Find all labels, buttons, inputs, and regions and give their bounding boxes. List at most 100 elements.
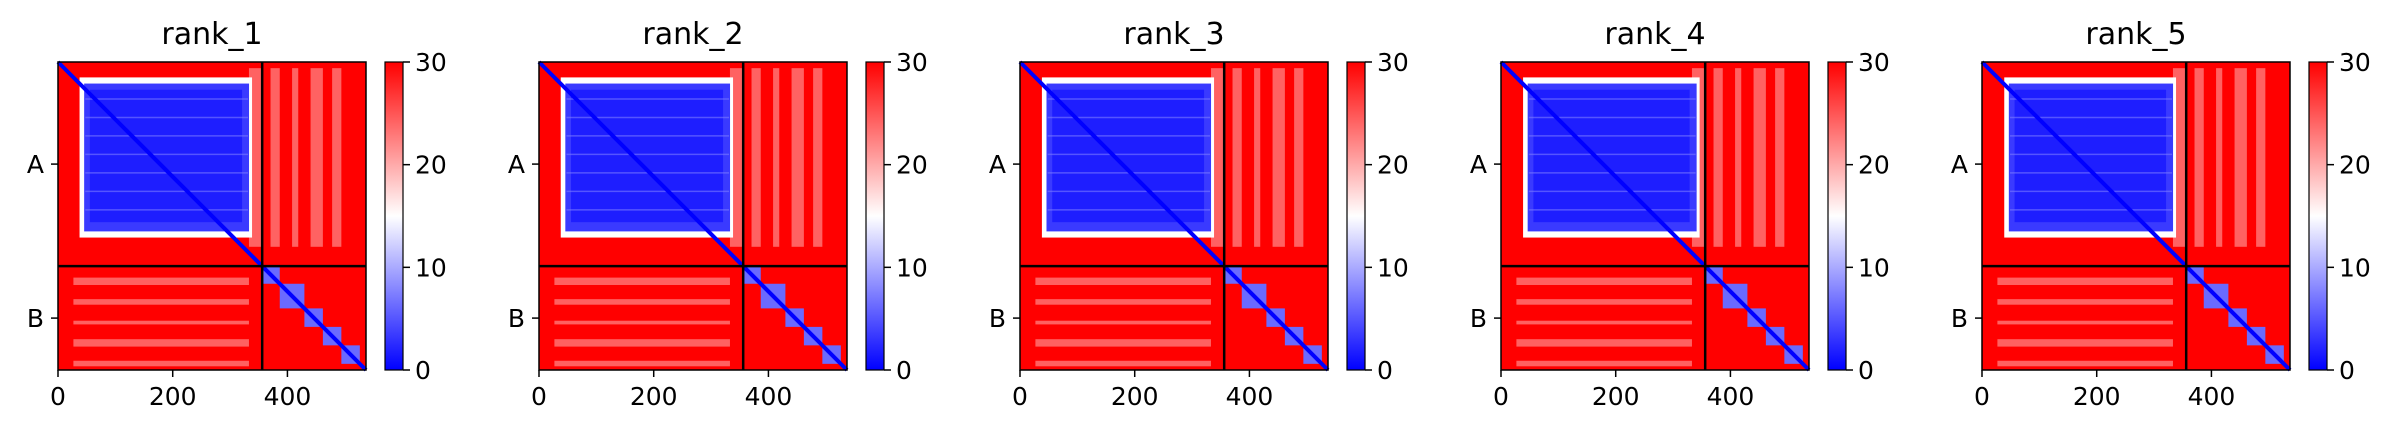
diagonal [1018, 60, 1330, 372]
chain-label: A [989, 150, 1006, 179]
offdiag-stripe [791, 68, 804, 247]
colorbar-tick-label: 30 [1858, 48, 1890, 77]
offdiag-stripe [1294, 68, 1304, 247]
pae-panel-5: rank_5 0 200 400 A B 0 10 20 30 [1951, 17, 2371, 411]
x-tick-label: 200 [149, 382, 197, 411]
x-tick-label: 200 [630, 382, 678, 411]
offdiag-stripe [813, 68, 823, 247]
colorbar-tick-label: 30 [1377, 48, 1409, 77]
colorbar-tick-label: 30 [2339, 48, 2371, 77]
offdiag-stripe [773, 68, 780, 247]
offdiag-stripe [1997, 277, 2173, 285]
offdiag-stripe [1516, 339, 1692, 347]
pae-panel-1: rank_1 0 200 400 A B 0 10 20 30 [27, 17, 447, 411]
colorbar [865, 61, 885, 371]
colorbar-tick-label: 30 [415, 48, 447, 77]
plot-frame [1019, 61, 1329, 371]
offdiag-stripe [1035, 277, 1211, 285]
colorbar-tick-label: 0 [1858, 356, 1874, 385]
colorbar [2308, 61, 2328, 371]
offdiag-stripe [1516, 360, 1692, 367]
offdiag-stripe [2194, 68, 2204, 247]
x-tick-label: 0 [531, 382, 547, 411]
chain-label: B [27, 304, 44, 333]
offdiag-stripe [1516, 277, 1692, 285]
chain-label: A [1470, 150, 1487, 179]
x-tick-label: 400 [264, 382, 312, 411]
offdiag-stripe [1713, 68, 1723, 247]
chart-title: rank_3 [1123, 17, 1224, 52]
offdiag-stripe [73, 360, 249, 367]
x-tick-label: 0 [1493, 382, 1509, 411]
offdiag-stripe [73, 299, 249, 305]
domain-core [89, 89, 243, 223]
offdiag-stripe [1232, 68, 1242, 247]
x-tick-label: 0 [50, 382, 66, 411]
offdiag-stripe [554, 339, 730, 347]
offdiag-stripe [1035, 339, 1211, 347]
domain-core [1052, 89, 1205, 223]
x-tick-label: 400 [745, 382, 793, 411]
offdiag-stripe [1516, 299, 1692, 305]
offdiag-stripe [73, 320, 249, 325]
plot-frame [1981, 61, 2291, 371]
colorbar-tick-label: 10 [1377, 253, 1409, 282]
offdiag-stripe [1997, 360, 2173, 367]
offdiag-stripe [73, 339, 249, 347]
plot-frame [57, 61, 367, 371]
offdiag-stripe [729, 68, 743, 247]
colorbar [1346, 61, 1366, 371]
x-tick-label: 400 [1707, 382, 1755, 411]
offdiag-stripe [1997, 320, 2173, 325]
chain-label: A [508, 150, 525, 179]
colorbar-tick-label: 30 [896, 48, 928, 77]
colorbar-tick-label: 0 [896, 356, 912, 385]
pae-panel-3: rank_3 0 200 400 A B 0 10 20 30 [989, 17, 1409, 411]
chain-label: A [27, 150, 44, 179]
offdiag-stripe [310, 68, 323, 247]
offdiag-stripe [554, 360, 730, 367]
offdiag-stripe [554, 299, 730, 305]
offdiag-stripe [1035, 320, 1211, 325]
x-tick-label: 400 [2188, 382, 2236, 411]
chain-label: B [1951, 304, 1968, 333]
x-tick-label: 0 [1012, 382, 1028, 411]
colorbar [1827, 61, 1847, 371]
diagonal [1980, 60, 2292, 372]
offdiag-stripe [1997, 339, 2173, 347]
colorbar [384, 61, 404, 371]
chain-label: B [508, 304, 525, 333]
colorbar-tick-label: 0 [415, 356, 431, 385]
chain-label: B [989, 304, 1006, 333]
pae-panel-4: rank_4 0 200 400 A B 0 10 20 30 [1470, 17, 1890, 411]
x-tick-label: 200 [1111, 382, 1159, 411]
domain-core [1533, 89, 1690, 223]
offdiag-stripe [2216, 68, 2223, 247]
offdiag-stripe [1254, 68, 1261, 247]
offdiag-stripe [1516, 320, 1692, 325]
plot-frame [1500, 61, 1810, 371]
offdiag-stripe [1035, 299, 1211, 305]
colorbar-tick-label: 0 [1377, 356, 1393, 385]
offdiag-stripe [248, 68, 262, 247]
colorbar-tick-label: 20 [1858, 151, 1890, 180]
x-tick-label: 200 [2073, 382, 2121, 411]
colorbar-tick-label: 20 [415, 151, 447, 180]
domain-core [571, 89, 724, 223]
chain-label: B [1470, 304, 1487, 333]
colorbar-tick-label: 10 [2339, 253, 2371, 282]
x-tick-label: 200 [1592, 382, 1640, 411]
chain-label: A [1951, 150, 1968, 179]
offdiag-stripe [1997, 299, 2173, 305]
x-tick-label: 400 [1226, 382, 1274, 411]
diagonal [1499, 60, 1811, 372]
offdiag-stripe [270, 68, 280, 247]
colorbar-tick-label: 10 [896, 253, 928, 282]
x-tick-label: 0 [1974, 382, 1990, 411]
chart-title: rank_4 [1604, 17, 1705, 52]
offdiag-stripe [1753, 68, 1766, 247]
diagonal [537, 60, 849, 372]
offdiag-stripe [2256, 68, 2266, 247]
offdiag-stripe [73, 277, 249, 285]
diagonal [56, 60, 368, 372]
